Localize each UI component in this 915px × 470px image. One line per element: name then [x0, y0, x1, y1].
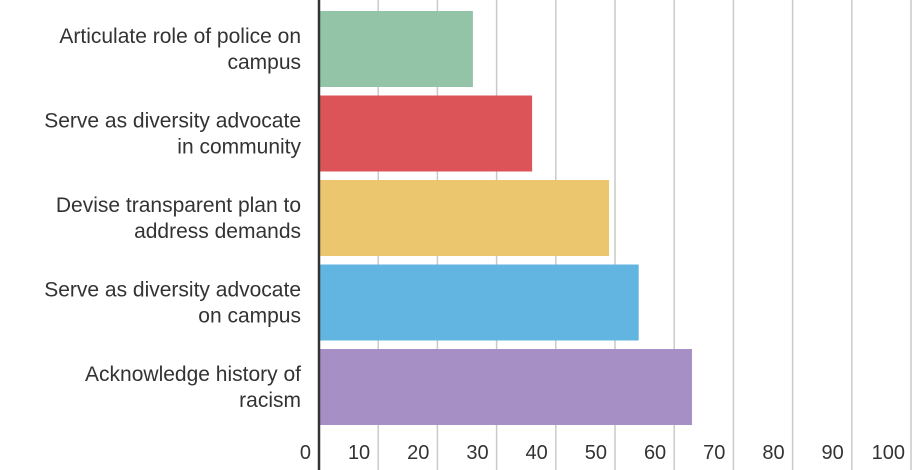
category-label-4-line-1: Serve as diversity advocate: [44, 279, 301, 302]
x-tick-label-100: 100: [872, 442, 905, 464]
x-tick-label-10: 10: [348, 442, 370, 464]
category-label-2-line-2: in community: [177, 136, 301, 159]
bars: [319, 11, 692, 425]
bar-2: [319, 95, 533, 172]
category-label-5-line-2: racism: [239, 389, 301, 412]
x-tick-label-40: 40: [526, 442, 548, 464]
x-tick-label-70: 70: [703, 442, 725, 464]
category-label-5-line-1: Acknowledge history of: [85, 363, 301, 386]
x-tick-label-0: 0: [300, 442, 311, 464]
bar-4: [319, 264, 639, 341]
category-label-1-line-2: campus: [227, 51, 301, 74]
category-labels: Articulate role of police on campus Serve …: [44, 25, 301, 412]
category-label-4-line-2: on campus: [198, 305, 301, 328]
x-tick-label-90: 90: [822, 442, 844, 464]
category-label-2-line-1: Serve as diversity advocate: [44, 110, 301, 133]
x-tick-label-60: 60: [644, 442, 666, 464]
bar-1: [319, 11, 473, 87]
category-label-3-line-1: Devise transparent plan to: [56, 194, 301, 217]
category-label-1-line-1: Articulate role of police on: [59, 25, 301, 48]
x-tick-label-20: 20: [407, 442, 429, 464]
bar-3: [319, 180, 610, 256]
x-tick-label-50: 50: [585, 442, 607, 464]
x-tick-labels: 0 10 20 30 40 50 60 70 80 90 100: [300, 442, 905, 464]
x-tick-label-80: 80: [762, 442, 784, 464]
x-tick-label-30: 30: [466, 442, 488, 464]
bar-5: [319, 349, 692, 425]
category-label-3-line-2: address demands: [134, 220, 301, 243]
